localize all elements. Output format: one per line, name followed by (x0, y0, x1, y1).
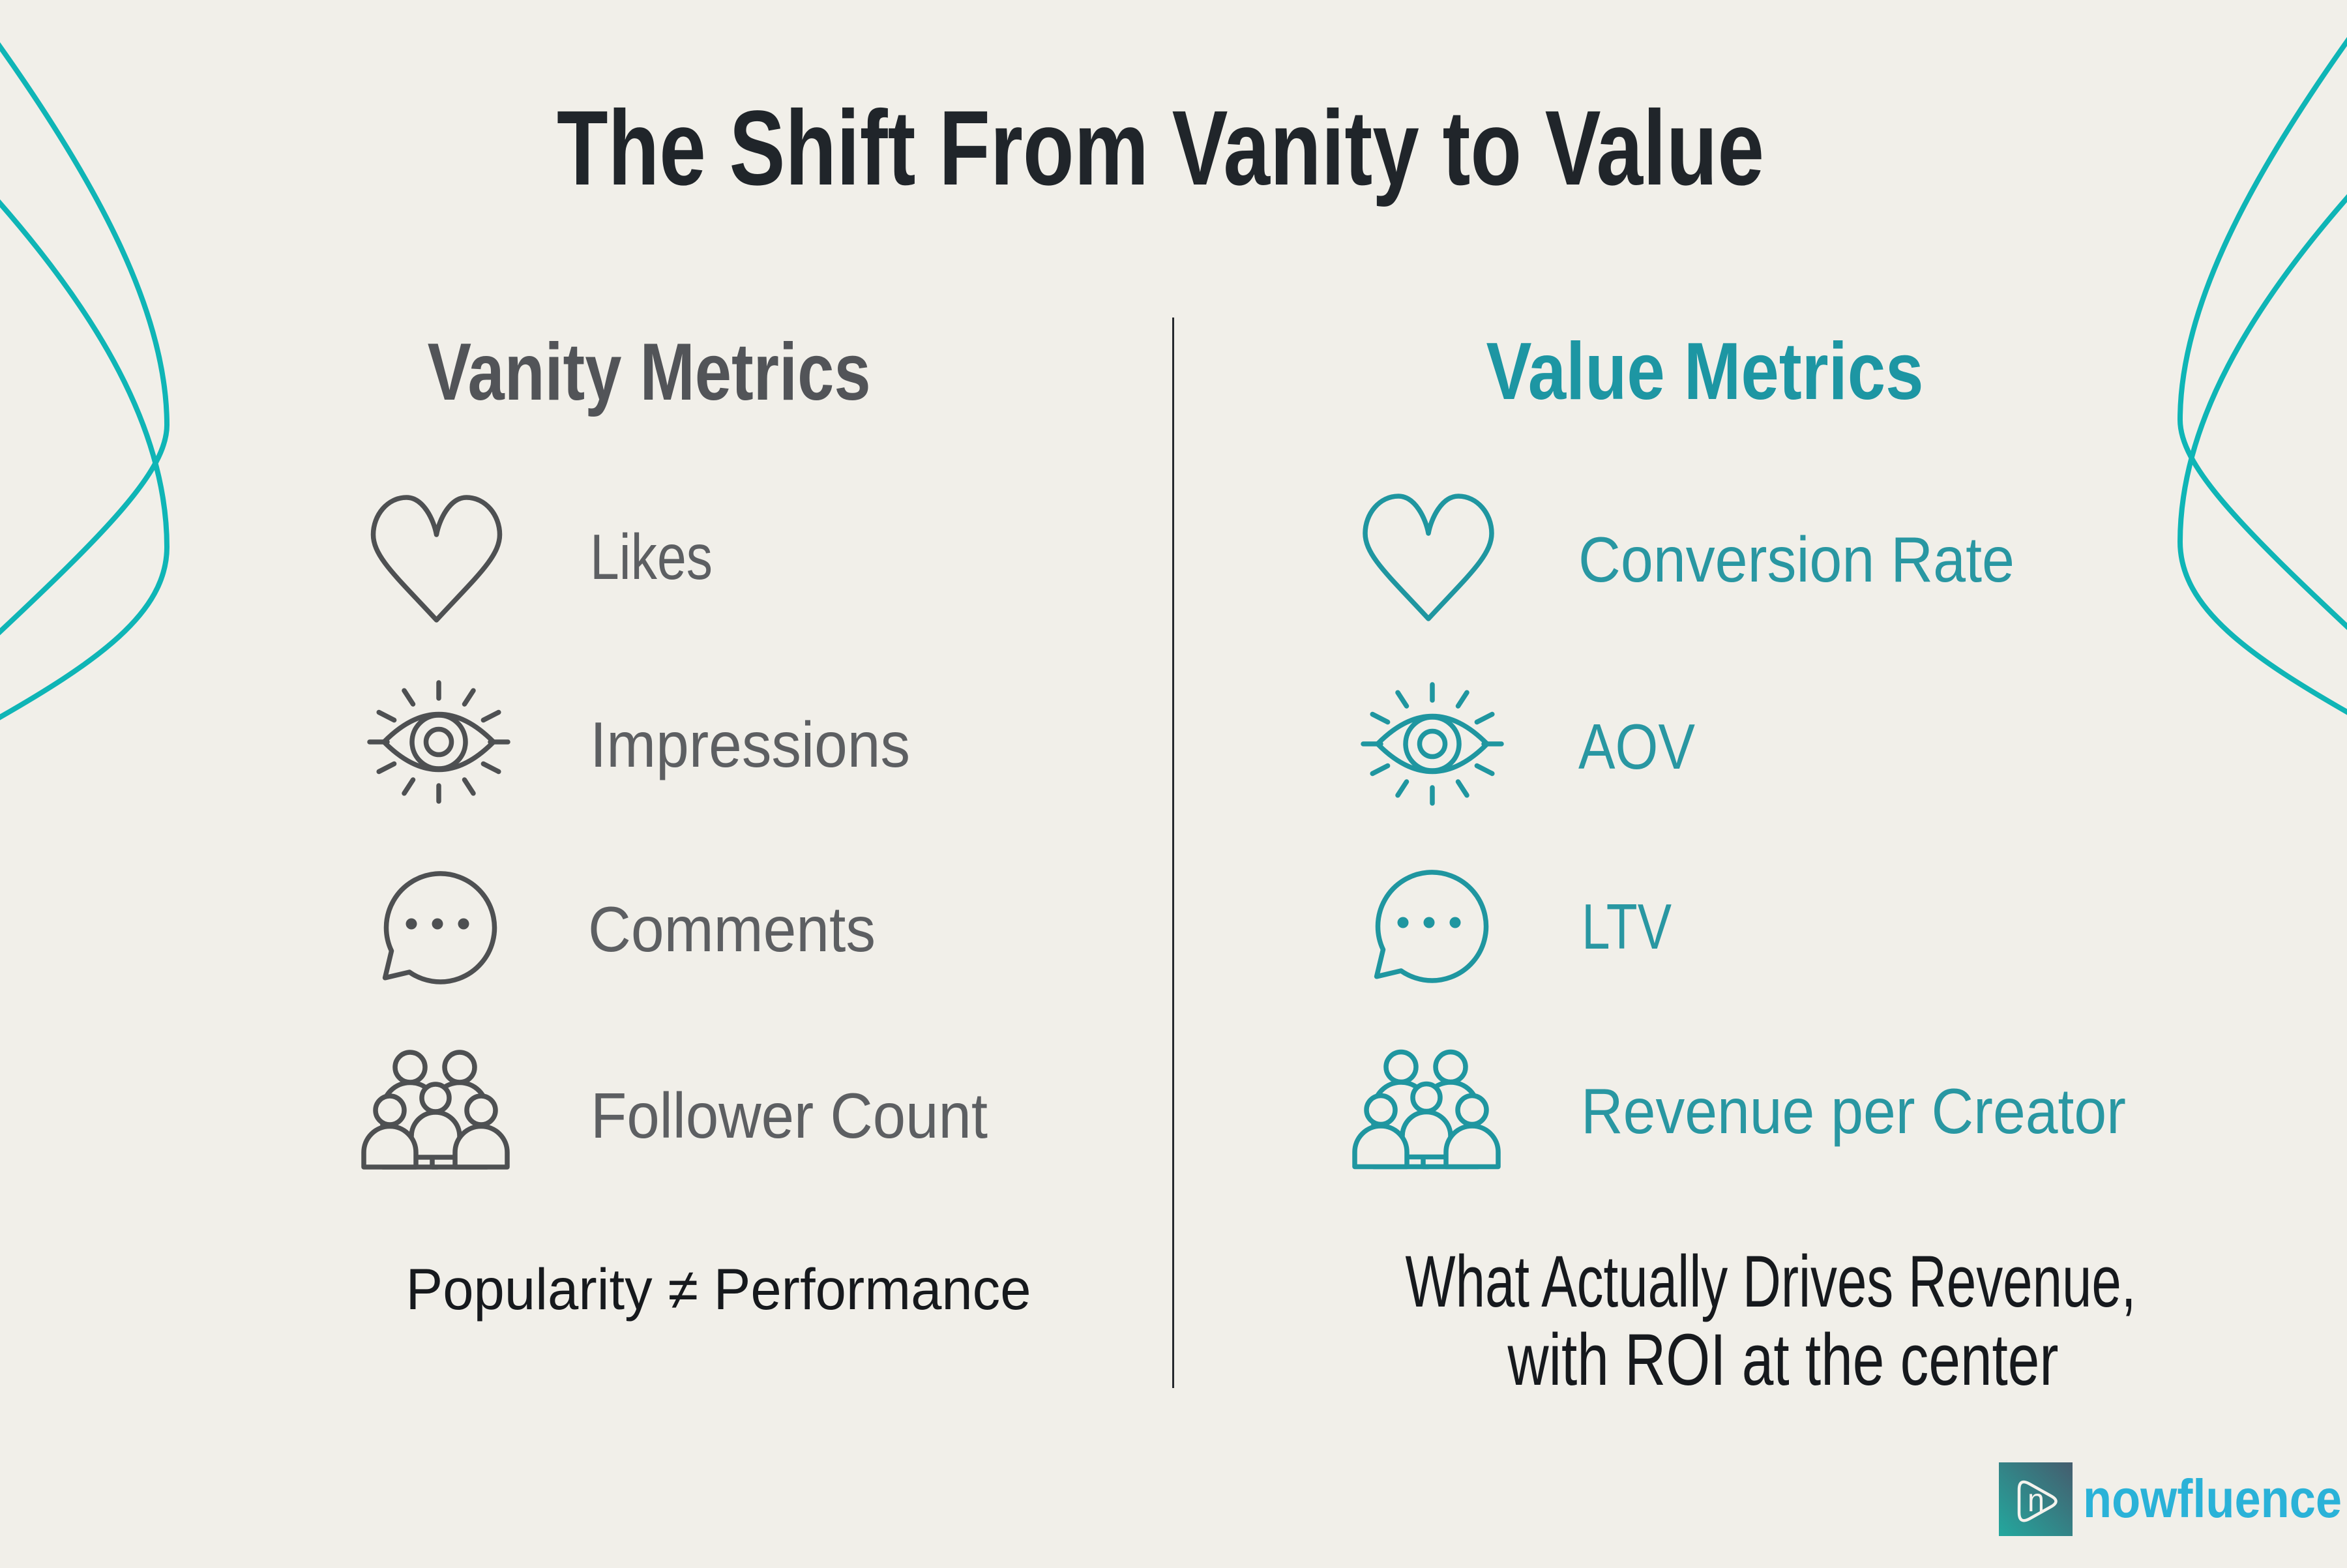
svg-text:Value Metrics: Value Metrics (1486, 327, 1924, 417)
svg-text:n: n (2028, 1482, 2044, 1518)
svg-text:Comments: Comments (588, 893, 876, 965)
svg-text:Vanity Metrics: Vanity Metrics (428, 327, 871, 417)
svg-text:AOV: AOV (1578, 711, 1695, 782)
svg-text:Revenue per Creator: Revenue per Creator (1581, 1075, 2126, 1147)
svg-text:What Actually Drives Revenue,: What Actually Drives Revenue, (1406, 1241, 2136, 1322)
svg-text:Impressions: Impressions (590, 709, 910, 780)
svg-text:LTV: LTV (1582, 891, 1672, 962)
svg-text:Popularity ≠ Performance: Popularity ≠ Performance (406, 1256, 1031, 1322)
svg-text:with ROI at the center: with ROI at the center (1507, 1319, 2059, 1400)
svg-text:Likes: Likes (590, 521, 713, 593)
svg-text:Follower Count: Follower Count (591, 1080, 988, 1151)
svg-text:nowfluence: nowfluence (2083, 1468, 2342, 1529)
svg-text:The Shift From Vanity to Value: The Shift From Vanity to Value (557, 88, 1764, 207)
svg-text:Conversion Rate: Conversion Rate (1578, 524, 2015, 595)
